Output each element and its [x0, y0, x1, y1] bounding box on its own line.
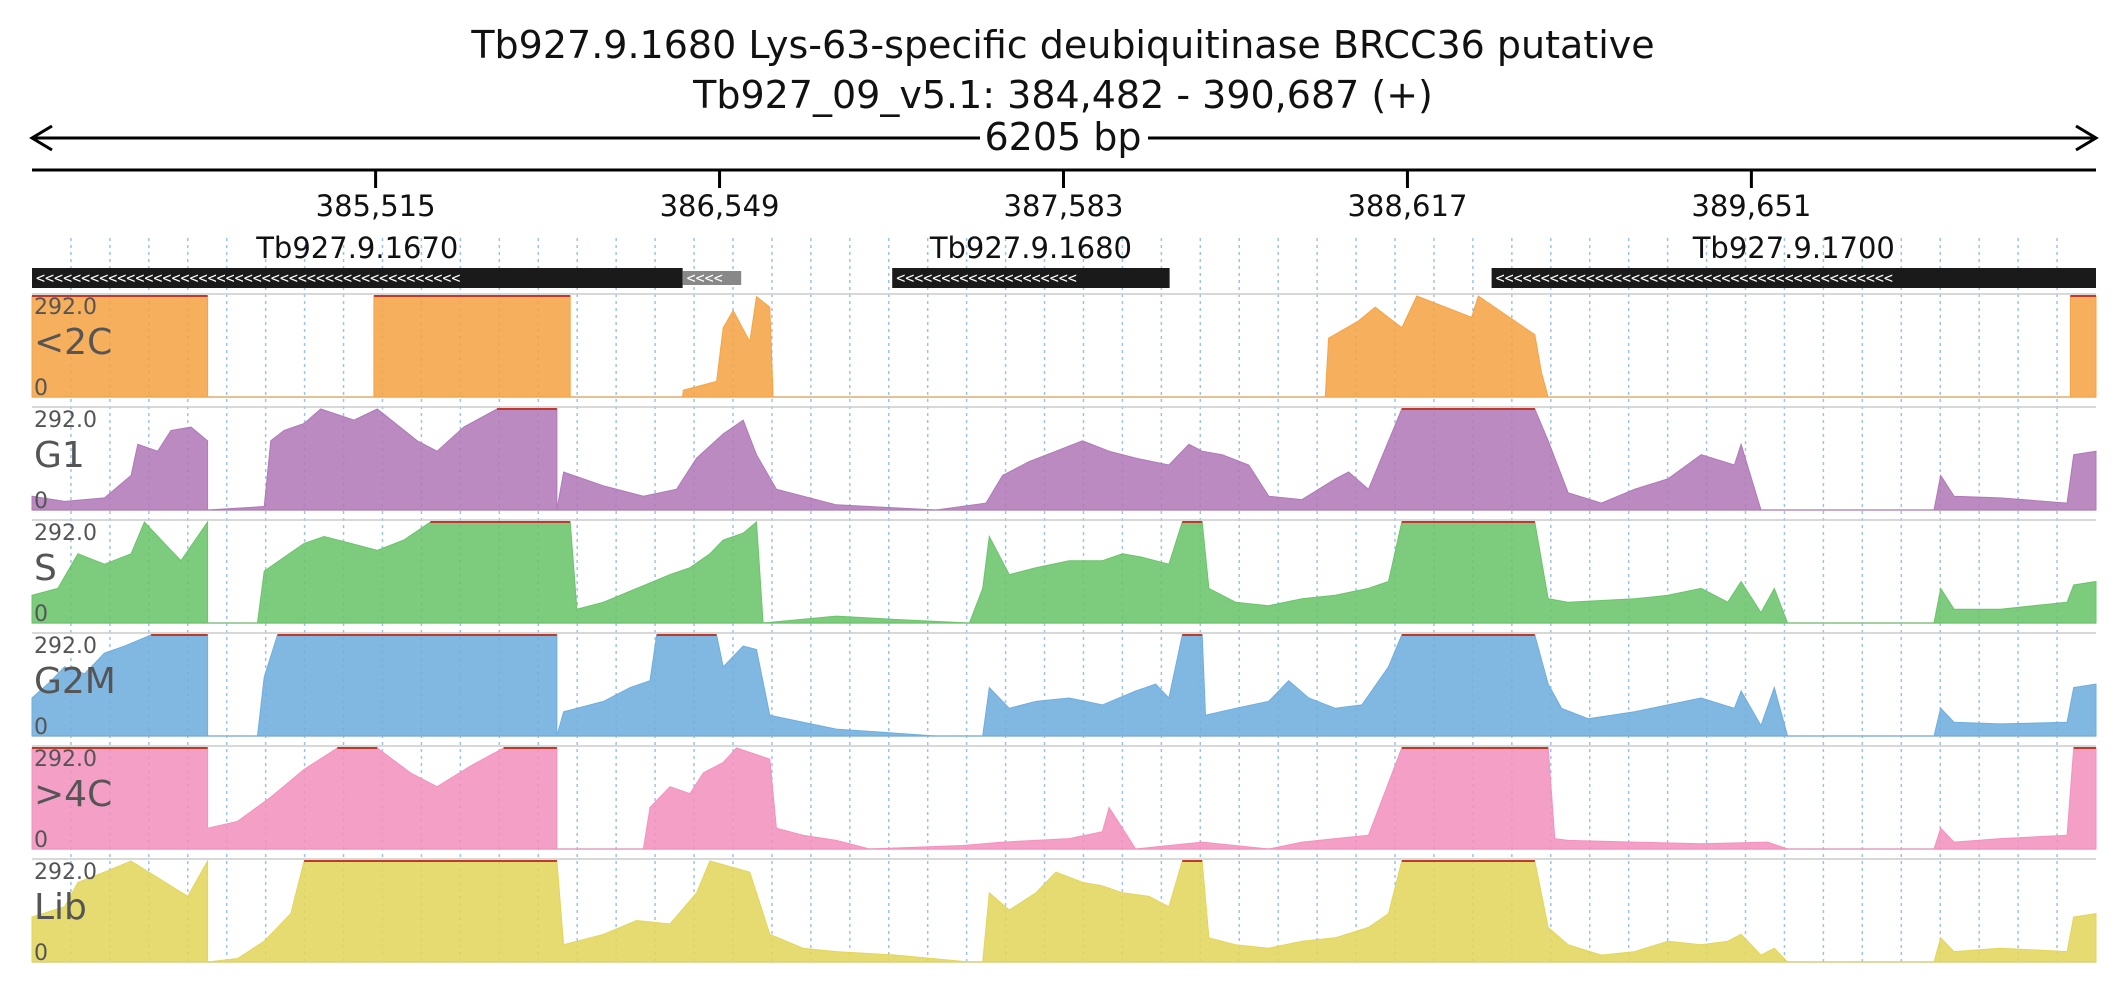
- coverage-area: [31, 859, 2097, 963]
- track-name: >4C: [34, 774, 112, 815]
- track-name: G1: [34, 435, 85, 476]
- scale-max-label: 292.0: [34, 408, 97, 433]
- scale-max-label: 292.0: [34, 295, 97, 320]
- track-<2C: 292.0 0 <2C: [31, 293, 2097, 401]
- scale-min-label: 0: [34, 376, 48, 401]
- gene-label: Tb927.9.1670: [255, 231, 458, 265]
- track-name: Lib: [34, 887, 87, 928]
- track->4C: 292.0 0 >4C: [31, 745, 2097, 853]
- tick-label: 388,617: [1347, 189, 1467, 223]
- scale-min-label: 0: [34, 602, 48, 627]
- gene-label: Tb927.9.1700: [1692, 231, 1895, 265]
- span-arrow-right-icon: [2075, 124, 2099, 152]
- span-ruler: 6205 bp: [29, 115, 2099, 159]
- scale-max-label: 292.0: [34, 521, 97, 546]
- gene-track: <<<<<<<<<<<<<<<<<<<<<<<<<<<<<<<<<<<<<<<<…: [32, 231, 2096, 288]
- gene-bar: [892, 268, 1170, 288]
- scale-min-label: 0: [34, 489, 48, 514]
- gene-bar: [1491, 268, 2096, 288]
- coverage-area: [31, 634, 2097, 737]
- coverage-area: [31, 747, 2097, 850]
- gene-utr-bar: [682, 271, 742, 285]
- scale-min-label: 0: [34, 941, 48, 966]
- span-arrow-left-icon: [29, 124, 53, 152]
- track-name: G2M: [34, 661, 116, 702]
- track-name: <2C: [34, 322, 112, 363]
- strand-arrows: <<<<<<<<<<<<<<<<<<<<<<<<<<<<<<<<<<<<<<<<…: [1496, 269, 1893, 287]
- track-G2M: 292.0 0 G2M: [31, 632, 2097, 740]
- tick-label: 389,651: [1691, 189, 1811, 223]
- scale-max-label: 292.0: [34, 747, 97, 772]
- span-label: 6205 bp: [984, 115, 1141, 159]
- scale-max-label: 292.0: [34, 634, 97, 659]
- coordinate-ticks: 385,515 386,549 387,583 388,617 389,651: [316, 170, 1811, 223]
- strand-arrows: <<<<<<<<<<<<<<<<<<<<: [896, 269, 1077, 287]
- strand-arrows: <<<<<<<<<<<<<<<<<<<<<<<<<<<<<<<<<<<<<<<<…: [36, 269, 460, 287]
- gene-label: Tb927.9.1680: [929, 231, 1132, 265]
- coverage-area: [31, 520, 2097, 624]
- track-Lib: 292.0 0 Lib: [31, 858, 2097, 966]
- scale-min-label: 0: [34, 715, 48, 740]
- coverage-area: [31, 295, 2097, 398]
- tick-label: 387,583: [1004, 189, 1124, 223]
- strand-arrows: <<<<: [687, 269, 723, 287]
- coverage-tracks: 292.00<2C292.00G1292.00S292.00G2M292.00>…: [31, 293, 2097, 966]
- tick-label: 386,549: [660, 189, 780, 223]
- track-name: S: [34, 548, 57, 589]
- chart-title: Tb927.9.1680 Lys-63-specific deubiquitin…: [470, 23, 1654, 67]
- scale-max-label: 292.0: [34, 860, 97, 885]
- tick-label: 385,515: [316, 189, 436, 223]
- track-G1: 292.0 0 G1: [31, 406, 2097, 514]
- coverage-area: [31, 408, 2097, 511]
- scale-min-label: 0: [34, 828, 48, 853]
- track-S: 292.0 0 S: [31, 519, 2097, 627]
- chart-subtitle: Tb927_09_v5.1: 384,482 - 390,687 (+): [692, 73, 1433, 117]
- gene-bar: [32, 268, 683, 288]
